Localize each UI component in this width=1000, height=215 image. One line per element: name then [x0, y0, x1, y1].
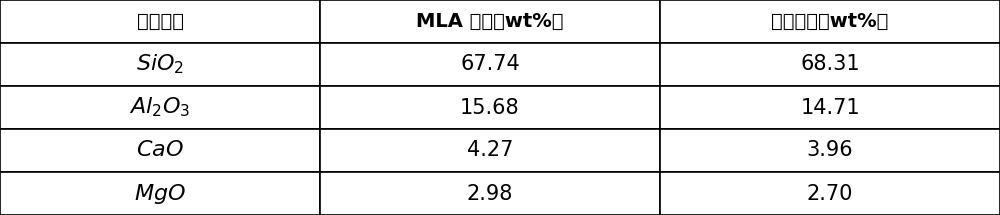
- Bar: [0, 86, 320, 129]
- Bar: [0, 43, 320, 86]
- Bar: [320, 86, 660, 129]
- Text: $\mathit{CaO}$: $\mathit{CaO}$: [136, 140, 184, 161]
- Bar: [660, 43, 1000, 86]
- Text: 68.31: 68.31: [800, 54, 860, 75]
- Text: 67.74: 67.74: [460, 54, 520, 75]
- Bar: [320, 129, 660, 172]
- Text: $\mathit{MgO}$: $\mathit{MgO}$: [134, 181, 186, 206]
- Bar: [0, 129, 320, 172]
- Bar: [320, 43, 660, 86]
- Bar: [660, 172, 1000, 215]
- Text: 14.71: 14.71: [800, 97, 860, 118]
- Bar: [660, 86, 1000, 129]
- Text: 3.96: 3.96: [807, 140, 853, 161]
- Text: $\mathit{SiO_2}$: $\mathit{SiO_2}$: [136, 53, 184, 76]
- Text: 15.68: 15.68: [460, 97, 520, 118]
- Text: 4.27: 4.27: [467, 140, 513, 161]
- Bar: [0, 172, 320, 215]
- Text: MLA 测试（wt%）: MLA 测试（wt%）: [416, 12, 564, 31]
- Text: $\mathit{Al_2O_3}$: $\mathit{Al_2O_3}$: [129, 96, 191, 119]
- Bar: [0, 0, 320, 43]
- Text: 化学分析（wt%）: 化学分析（wt%）: [771, 12, 889, 31]
- Bar: [320, 0, 660, 43]
- Bar: [660, 129, 1000, 172]
- Text: 2.70: 2.70: [807, 183, 853, 204]
- Text: 2.98: 2.98: [467, 183, 513, 204]
- Bar: [660, 0, 1000, 43]
- Text: 矿物组成: 矿物组成: [136, 12, 184, 31]
- Bar: [320, 172, 660, 215]
